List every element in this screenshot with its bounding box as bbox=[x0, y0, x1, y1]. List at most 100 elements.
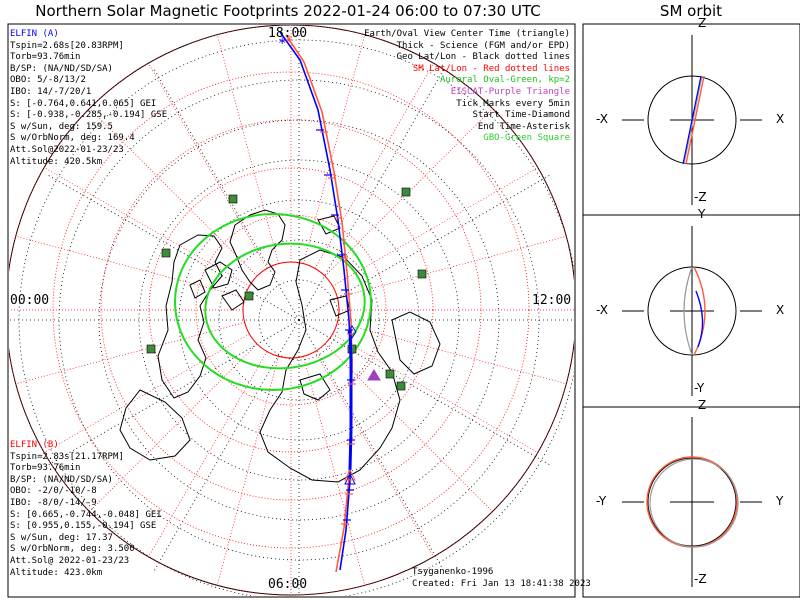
legend: Earth/Oval View Center Time (triangle) Th… bbox=[364, 29, 570, 145]
probe-b-info-line: S w/Sun, deg: 17.37 bbox=[10, 532, 113, 543]
probe-b-info-line: S: [0.665,-0.744,-0.048] GEI bbox=[10, 509, 162, 520]
sm-axis-label-left: -Y bbox=[596, 494, 607, 508]
orbit-a bbox=[682, 75, 702, 165]
probe-a-center-triangle bbox=[344, 472, 356, 485]
north-america-coast bbox=[157, 234, 223, 399]
sm-axis-label-top: Z bbox=[698, 16, 707, 30]
greenland-coast bbox=[229, 209, 286, 291]
probe-b-info-line: B/SP: (NA/ND/SD/SA) bbox=[10, 474, 113, 485]
sm-latitude-circle bbox=[9, 25, 574, 596]
iceland-coast bbox=[317, 215, 341, 235]
probe-a-info: ELFIN (A) Tspin=2.68s[20.83RPM] Torb=93.7… bbox=[10, 29, 167, 168]
probe-b-info-line: Att.Sol@ 2022-01-23/23 bbox=[10, 555, 130, 566]
sm-axis-label-right: X bbox=[776, 112, 785, 126]
time-label-left: 00:00 bbox=[10, 293, 50, 308]
geo-longitude-line bbox=[47, 174, 300, 321]
probe-b-track bbox=[285, 34, 353, 573]
polar-map: ** bbox=[9, 25, 574, 596]
probe-a-info-line: Torb=93.76min bbox=[10, 52, 81, 63]
credits-created: Created: Fri Jan 13 18:41:38 2023 bbox=[412, 578, 591, 589]
auroral-oval-inner bbox=[204, 242, 366, 370]
europe-coast bbox=[391, 311, 441, 375]
sm-axis-label-top: Z bbox=[698, 398, 707, 412]
legend-item: EISCAT-Purple Triangle bbox=[450, 86, 570, 97]
alaska-coast bbox=[119, 389, 191, 461]
probe-b-info-line: S: [0.955,0.155,-0.194] GSE bbox=[10, 521, 157, 532]
sm-longitude-line bbox=[337, 235, 567, 298]
sm-orbit-panels bbox=[622, 35, 762, 587]
probe-b-info-line: Altitude: 423.0km bbox=[10, 567, 103, 578]
gbo-station-square bbox=[396, 381, 406, 391]
sm-orbit-title: SM orbit bbox=[659, 2, 723, 20]
geo-longitude-line bbox=[298, 319, 551, 466]
legend-item: End Time-Asterisk bbox=[477, 121, 570, 132]
gbo-station-square bbox=[401, 187, 411, 197]
sm-longitude-line bbox=[332, 333, 538, 453]
probe-a-track bbox=[279, 31, 352, 571]
sm-longitude-line bbox=[324, 108, 493, 277]
sm-axis-label-bottom: -Z bbox=[694, 190, 707, 204]
credits: Tsyganenko-1996 Created: Fri Jan 13 18:4… bbox=[412, 567, 591, 590]
legend-item: Geo Lat/Lon - Black dotted lines bbox=[396, 52, 570, 63]
auroral-oval-outer bbox=[174, 213, 372, 391]
gbo-station-square bbox=[161, 248, 171, 258]
gbo-station-square bbox=[385, 369, 395, 379]
sm-longitude-line bbox=[148, 351, 268, 557]
sm-panel-frame-yz bbox=[582, 406, 800, 598]
footprint-tracks: ** bbox=[278, 31, 357, 573]
legend-item: Thick - Science (FGM and/or EPD) bbox=[396, 40, 570, 51]
sm-longitude-line bbox=[216, 356, 279, 586]
sm-axis-label-bottom: -Y bbox=[694, 381, 705, 395]
time-label-bottom: 06:00 bbox=[268, 577, 308, 592]
sm-panel bbox=[622, 35, 762, 205]
sm-panel bbox=[622, 417, 762, 587]
sm-longitude-line bbox=[303, 356, 366, 586]
orbit-b bbox=[685, 75, 705, 165]
probe-a-end-asterisk: * bbox=[278, 36, 286, 52]
probe-a-start-diamond bbox=[347, 325, 357, 339]
orbit-gray bbox=[683, 75, 703, 165]
probe-b-info-line: IBO: -8/0/-14/-9 bbox=[10, 497, 97, 508]
legend-item: Auroral Oval-Green, kp=2 bbox=[439, 75, 570, 86]
sm-longitude-line bbox=[337, 322, 567, 385]
sm-longitude-line bbox=[89, 343, 258, 512]
geo-longitude-line bbox=[153, 68, 300, 321]
probe-b-end-asterisk: * bbox=[285, 34, 293, 50]
probe-a-info-line: S: [-0.938,-0.285,-0.194] GSE bbox=[10, 110, 168, 121]
sm-longitude-line bbox=[89, 108, 258, 277]
eiscat-triangle bbox=[367, 369, 381, 381]
probe-b-info-line: Torb=93.76min bbox=[10, 463, 81, 474]
sm-longitude-line bbox=[216, 34, 279, 264]
sm-latitude-circle bbox=[195, 214, 387, 406]
probe-a-info-line: IBO: 14/-7/20/1 bbox=[10, 86, 92, 97]
sm-longitude-line bbox=[303, 34, 366, 264]
geo-longitude-line bbox=[298, 319, 445, 572]
probe-a-info-line: Altitude: 420.5km bbox=[10, 156, 103, 167]
gbo-station-square bbox=[244, 291, 254, 301]
probe-a-info-line: Att.Sol@2022-01-23/23 bbox=[10, 144, 124, 155]
auroral-oval bbox=[174, 213, 372, 391]
geo-longitude-line bbox=[153, 319, 300, 572]
probe-a-info-line: S w/Sun, deg: 159.5 bbox=[10, 121, 113, 132]
legend-item: Earth/Oval View Center Time (triangle) bbox=[364, 29, 570, 39]
orbit-gray bbox=[649, 458, 739, 548]
probe-a-name: ELFIN (A) bbox=[10, 29, 59, 39]
sm-longitude-line bbox=[314, 351, 434, 557]
plot-title: Northern Solar Magnetic Footprints 2022-… bbox=[35, 2, 541, 20]
legend-item: GBO-Green Square bbox=[483, 133, 570, 144]
sm-axis-label-right: X bbox=[776, 303, 785, 317]
polar-map-frame bbox=[7, 23, 576, 598]
probe-a-info-line: OBO: 5/-8/13/2 bbox=[10, 75, 86, 86]
sm-axis-label-right: Y bbox=[776, 494, 784, 508]
sm-longitude-line bbox=[148, 63, 268, 269]
sm-longitude-line bbox=[44, 167, 250, 287]
sm-axis-label-left: -X bbox=[596, 112, 608, 126]
legend-item: Tick Marks every 5min bbox=[456, 98, 570, 109]
credits-author: Tsyganenko-1996 bbox=[412, 567, 494, 577]
eurasia-coast bbox=[259, 249, 401, 483]
probe-a-info-line: Tspin=2.68s[20.83RPM] bbox=[10, 40, 124, 51]
probe-b-center-triangle bbox=[344, 468, 356, 481]
sm-longitude-line bbox=[324, 343, 493, 512]
sm-axis-label-left: -X bbox=[596, 303, 608, 317]
